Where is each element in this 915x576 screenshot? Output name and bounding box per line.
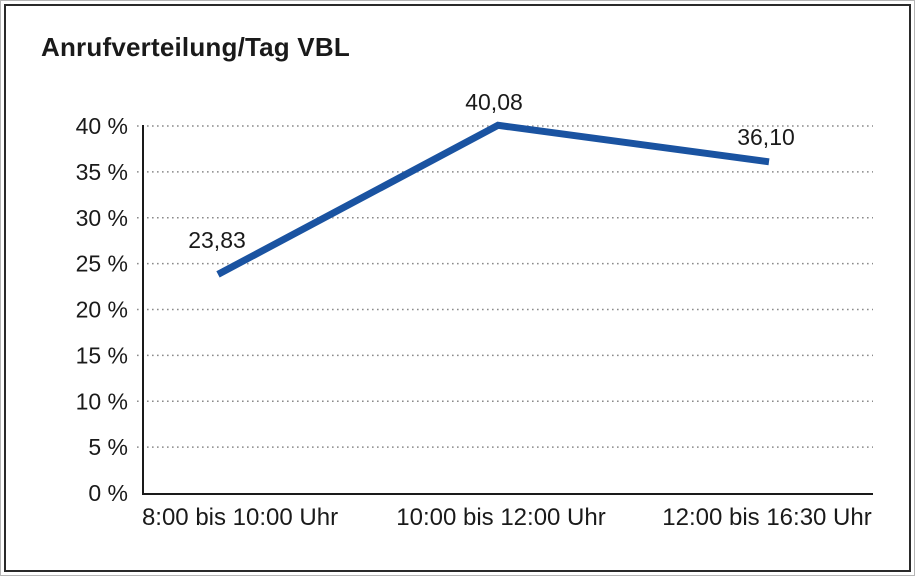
y-tick-label: 25 % bbox=[76, 251, 128, 277]
y-tick-label: 10 % bbox=[76, 388, 128, 414]
y-tick-label: 5 % bbox=[88, 434, 128, 460]
chart-title: Anrufverteilung/Tag VBL bbox=[41, 32, 350, 62]
y-tick-label: 0 % bbox=[88, 480, 128, 506]
data-point-label: 40,08 bbox=[465, 89, 523, 115]
data-point-label: 23,83 bbox=[188, 227, 246, 253]
x-category-label: 10:00 bis 12:00 Uhr bbox=[396, 504, 605, 531]
y-tick-label: 35 % bbox=[76, 159, 128, 185]
y-tick-label: 30 % bbox=[76, 205, 128, 231]
data-point-label: 36,10 bbox=[737, 124, 795, 150]
data-series-line bbox=[216, 121, 770, 278]
x-category-label: 12:00 bis 16:30 Uhr bbox=[662, 504, 871, 531]
y-tick-label: 40 % bbox=[76, 113, 128, 139]
x-category-label: 8:00 bis 10:00 Uhr bbox=[142, 504, 338, 531]
y-tick-label: 20 % bbox=[76, 297, 128, 323]
y-tick-label: 15 % bbox=[76, 342, 128, 368]
